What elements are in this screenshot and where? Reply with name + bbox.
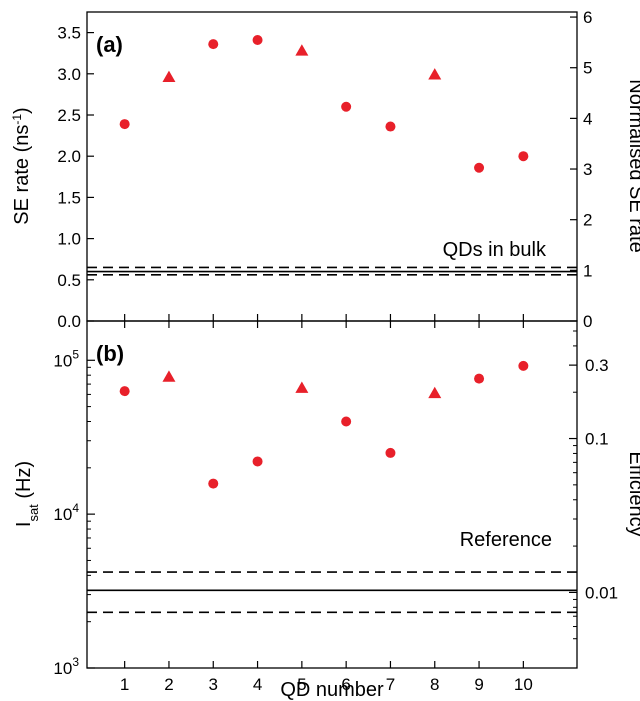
panel-b-y-ticks: 103 104 105 bbox=[53, 347, 95, 678]
panel-b-reference-lines bbox=[87, 571, 577, 614]
panel-a-point-triangle bbox=[428, 68, 442, 80]
panel-a-y2-tick-label: 4 bbox=[583, 109, 592, 128]
panel-a-y2-tick-label: 1 bbox=[583, 261, 592, 280]
x-tick-label: 2 bbox=[164, 675, 173, 694]
panel-b-y2-axis-title: Efficiency bbox=[625, 451, 640, 536]
panel-b-point-circle bbox=[341, 416, 352, 427]
panel-b-point-circle bbox=[208, 478, 219, 489]
panel-b-y-tick-label: 104 bbox=[53, 501, 79, 524]
panel-a-point-circle bbox=[252, 35, 263, 46]
panel-a: (a) QDs in bulk SE rate (ns-1) Normalise… bbox=[10, 8, 640, 331]
panel-b-y-axis-title-subscript: sat bbox=[26, 504, 41, 522]
panel-a-point-circle bbox=[474, 162, 485, 173]
panel-b-data-points bbox=[119, 360, 529, 489]
panel-b-y-axis-title: Isat (Hz) bbox=[13, 461, 41, 527]
x-tick-label: 4 bbox=[253, 675, 262, 694]
panel-b-point-triangle bbox=[428, 386, 442, 399]
panel-a-y2-tick-label: 2 bbox=[583, 211, 592, 230]
panel-a-data-points bbox=[119, 35, 529, 173]
panel-a-y2-tick-label: 6 bbox=[583, 8, 592, 27]
x-axis-title: QD number bbox=[280, 679, 384, 701]
panel-a-y2-tick-label: 0 bbox=[583, 312, 592, 331]
x-tick-label: 3 bbox=[209, 675, 218, 694]
panel-a-y-tick-label: 1.0 bbox=[57, 230, 81, 249]
panel-a-reference-lines bbox=[87, 266, 577, 276]
panel-a-y2-axis-title: Normalised SE rate bbox=[625, 79, 640, 252]
panel-a-label: (a) bbox=[96, 32, 123, 57]
panel-b-y2-tick-label: 0.01 bbox=[585, 583, 618, 602]
panel-a-y-tick-label: 1.5 bbox=[57, 188, 81, 207]
x-tick-label: 1 bbox=[120, 675, 129, 694]
panel-a-point-circle bbox=[341, 101, 352, 112]
panel-a-y-tick-label: 2.0 bbox=[57, 147, 81, 166]
panel-b-y2-tick-label: 0.3 bbox=[585, 356, 609, 375]
panel-a-point-triangle bbox=[162, 70, 176, 82]
panel-b-point-triangle bbox=[295, 381, 309, 393]
x-tick-label: 6 bbox=[341, 675, 350, 694]
panel-a-point-circle bbox=[119, 119, 130, 130]
panel-b-label: (b) bbox=[96, 341, 124, 366]
panel-a-y2-tick-label: 5 bbox=[583, 59, 592, 78]
x-tick-label: 7 bbox=[386, 675, 395, 694]
panel-b-x-ticks: 1 2 3 4 5 6 7 8 9 10 bbox=[120, 321, 533, 694]
panel-a-y2-tick-label: 3 bbox=[583, 160, 592, 179]
panel-a-y-tick-label: 2.5 bbox=[57, 106, 81, 125]
x-tick-label: 5 bbox=[297, 675, 306, 694]
x-tick-label: 8 bbox=[430, 675, 439, 694]
x-tick-label: 10 bbox=[514, 675, 533, 694]
panel-a-y-ticks: 0.0 0.5 1.0 1.5 2.0 2.5 3.0 3.5 bbox=[57, 24, 94, 331]
panel-a-y-tick-label: 3.5 bbox=[57, 24, 81, 43]
panel-a-point-triangle bbox=[295, 44, 309, 56]
panel-b-point-circle bbox=[119, 386, 130, 397]
panel-b-point-triangle bbox=[162, 370, 176, 382]
panel-b-y-tick-label: 105 bbox=[53, 347, 79, 370]
panel-b-y-tick-label: 103 bbox=[53, 655, 79, 678]
panel-b-point-circle bbox=[474, 373, 485, 384]
panel-a-y2-ticks: 0 1 2 3 4 5 6 bbox=[570, 8, 592, 331]
panel-a-annotation: QDs in bulk bbox=[443, 239, 547, 261]
panel-a-point-circle bbox=[385, 121, 396, 132]
panel-a-point-circle bbox=[518, 151, 529, 162]
panel-a-point-circle bbox=[208, 39, 219, 50]
panel-b-point-circle bbox=[385, 447, 396, 458]
panel-b-y2-tick-label: 0.1 bbox=[585, 430, 609, 449]
panel-b-point-circle bbox=[252, 456, 263, 467]
panel-b: (b) Reference Isat (Hz) Efficiency 10310… bbox=[13, 320, 640, 694]
panel-b-y2-ticks: 0.01 0.1 0.3 bbox=[569, 330, 618, 640]
panel-a-y-tick-label: 3.0 bbox=[57, 65, 81, 84]
x-tick-label: 9 bbox=[474, 675, 483, 694]
panel-b-annotation: Reference bbox=[460, 529, 552, 551]
panel-a-y-axis-title-superscript: -1 bbox=[10, 114, 24, 125]
panel-a-y-axis-title: SE rate (ns-1) bbox=[10, 107, 33, 224]
panel-b-point-circle bbox=[518, 360, 529, 371]
panel-a-x-ticks bbox=[124, 314, 524, 321]
panel-a-y-tick-label: 0.0 bbox=[57, 312, 81, 331]
panel-b-frame bbox=[86, 320, 578, 669]
panel-a-y-tick-label: 0.5 bbox=[57, 271, 81, 290]
